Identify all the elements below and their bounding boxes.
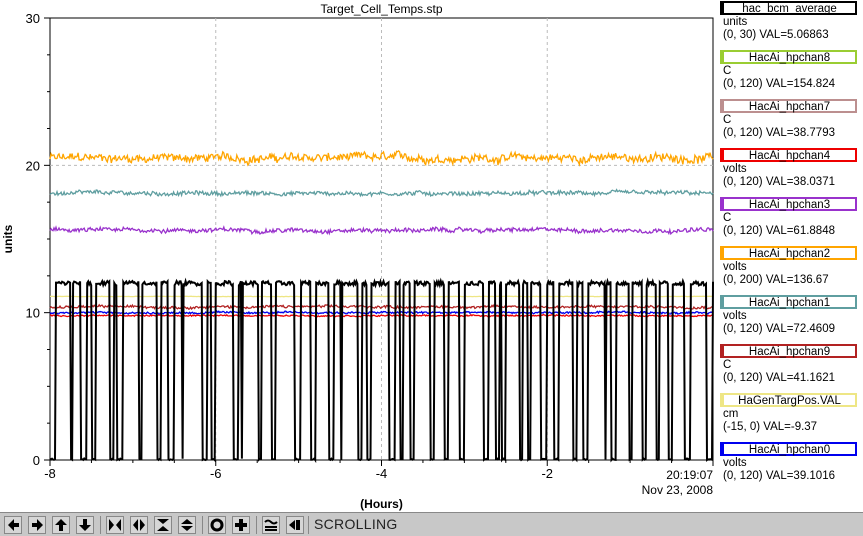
legend-range-value: (0, 30) VAL=5.06863 (723, 29, 829, 41)
legend-series-name: HacAi_hpchan4 (720, 148, 857, 162)
arrow-down-button[interactable] (76, 516, 94, 534)
legend-entry[interactable]: HacAi_hpchan4 volts (0, 120) VAL=38.0371 (718, 147, 863, 196)
legend-range-value: (0, 120) VAL=38.0371 (723, 176, 835, 188)
legend-series-name: HacAi_hpchan3 (720, 197, 857, 211)
legend-entry[interactable]: HacAi_hpchan8 C (0, 120) VAL=154.824 (718, 49, 863, 98)
legend-unit: volts (723, 310, 747, 322)
series-line-hac-bcm-average (49, 277, 714, 464)
arrow-up-button[interactable] (52, 516, 70, 534)
y-tick-label: 10 (26, 306, 40, 321)
legend-series-name: HacAi_hpchan9 (720, 344, 857, 358)
legend-entry[interactable]: HaGenTargPos.VAL cm (-15, 0) VAL=-9.37 (718, 392, 863, 441)
legend-series-name: HaGenTargPos.VAL (720, 393, 857, 407)
y-axis-label: units (1, 224, 15, 253)
compress-vertical-icon (180, 518, 194, 532)
expand-vertical-button[interactable] (154, 516, 172, 534)
scroll-to-end-button[interactable] (286, 516, 304, 534)
legend-unit: C (723, 359, 732, 371)
x-axis-label: (Hours) (360, 497, 403, 511)
arrow-left-icon (6, 518, 20, 532)
arrow-up-icon (54, 518, 68, 532)
legend-unit: C (723, 114, 732, 126)
circle-icon (210, 518, 224, 532)
x-tick-label: -6 (210, 466, 222, 481)
legend-series-name: HacAi_hpchan0 (720, 442, 857, 456)
expand-horizontal-icon (108, 518, 122, 532)
expand-horizontal-button[interactable] (106, 516, 124, 534)
legend-entry[interactable]: HacAi_hpchan0 volts (0, 120) VAL=39.1016 (718, 441, 863, 490)
plus-icon (234, 518, 248, 532)
legend-unit: volts (723, 163, 747, 175)
y-tick-label: 0 (33, 453, 40, 468)
series-line-hacai-hpchan1 (49, 188, 714, 198)
autoscale-button[interactable] (262, 516, 280, 534)
toolbar-separator (100, 516, 101, 534)
legend-unit: units (723, 16, 748, 28)
plot-svg: 0 10 20 30 -8 -6 -4 -2 Target_Cell_Temps.stp (Hou… (1, 2, 714, 511)
y-tick-label: 20 (26, 158, 40, 173)
toolbar-separator (308, 516, 309, 534)
legend-entry[interactable]: HacAi_hpchan9 C (0, 120) VAL=41.1621 (718, 343, 863, 392)
legend-range-value: (0, 120) VAL=41.1621 (723, 372, 835, 384)
legend-range-value: (-15, 0) VAL=-9.37 (723, 421, 818, 433)
compress-vertical-button[interactable] (178, 516, 196, 534)
plus-button[interactable] (232, 516, 250, 534)
legend-series-name: HacAi_hpchan7 (720, 99, 857, 113)
x-tick-label: -4 (376, 466, 388, 481)
compress-horizontal-button[interactable] (130, 516, 148, 534)
legend-series-name: HacAi_hpchan2 (720, 246, 857, 260)
x-tick-label: -8 (44, 466, 56, 481)
scrolling-status: SCROLLING (314, 516, 398, 532)
legend: hac_bcm_average units (0, 30) VAL=5.06863 H… (718, 0, 863, 490)
chart-title: Target_Cell_Temps.stp (320, 2, 442, 16)
y-tick-label: 30 (26, 11, 40, 26)
legend-entry[interactable]: HacAi_hpchan1 volts (0, 120) VAL=72.4609 (718, 294, 863, 343)
timestamp-date: Nov 23, 2008 (642, 483, 714, 497)
timestamp-time: 20:19:07 (666, 468, 713, 482)
legend-entry[interactable]: hac_bcm_average units (0, 30) VAL=5.06863 (718, 0, 863, 49)
legend-range-value: (0, 120) VAL=39.1016 (723, 470, 835, 482)
legend-range-value: (0, 120) VAL=72.4609 (723, 323, 835, 335)
legend-range-value: (0, 120) VAL=154.824 (723, 78, 835, 90)
legend-unit: C (723, 65, 732, 77)
legend-unit: C (723, 212, 732, 224)
arrow-right-icon (30, 518, 44, 532)
scroll-to-end-icon (288, 518, 302, 532)
toolbar: SCROLLING (0, 512, 863, 536)
legend-series-name: HacAi_hpchan1 (720, 295, 857, 309)
legend-unit: cm (723, 408, 739, 420)
circle-button[interactable] (208, 516, 226, 534)
legend-entry[interactable]: HacAi_hpchan3 C (0, 120) VAL=61.8848 (718, 196, 863, 245)
legend-entry[interactable]: HacAi_hpchan2 volts (0, 200) VAL=136.67 (718, 245, 863, 294)
arrow-right-button[interactable] (28, 516, 46, 534)
legend-range-value: (0, 120) VAL=38.7793 (723, 127, 835, 139)
autoscale-icon (264, 518, 278, 532)
strip-chart: 0 10 20 30 -8 -6 -4 -2 Target_Cell_Temps.stp (Hou… (1, 2, 714, 511)
series-line-hacai-hpchan3 (49, 225, 714, 236)
arrow-down-icon (78, 518, 92, 532)
arrow-left-button[interactable] (4, 516, 22, 534)
toolbar-separator (256, 516, 257, 534)
legend-unit: volts (723, 457, 747, 469)
expand-vertical-icon (156, 518, 170, 532)
series-line-hacai-hpchan2 (49, 150, 714, 167)
toolbar-separator (202, 516, 203, 534)
legend-range-value: (0, 200) VAL=136.67 (723, 274, 829, 286)
series-line-hagentargpos-val (50, 295, 714, 298)
legend-series-name: hac_bcm_average (720, 1, 857, 15)
legend-series-name: HacAi_hpchan8 (720, 50, 857, 64)
x-tick-label: -2 (541, 466, 553, 481)
legend-unit: volts (723, 261, 747, 273)
legend-range-value: (0, 120) VAL=61.8848 (723, 225, 835, 237)
compress-horizontal-icon (132, 518, 146, 532)
legend-entry[interactable]: HacAi_hpchan7 C (0, 120) VAL=38.7793 (718, 98, 863, 147)
